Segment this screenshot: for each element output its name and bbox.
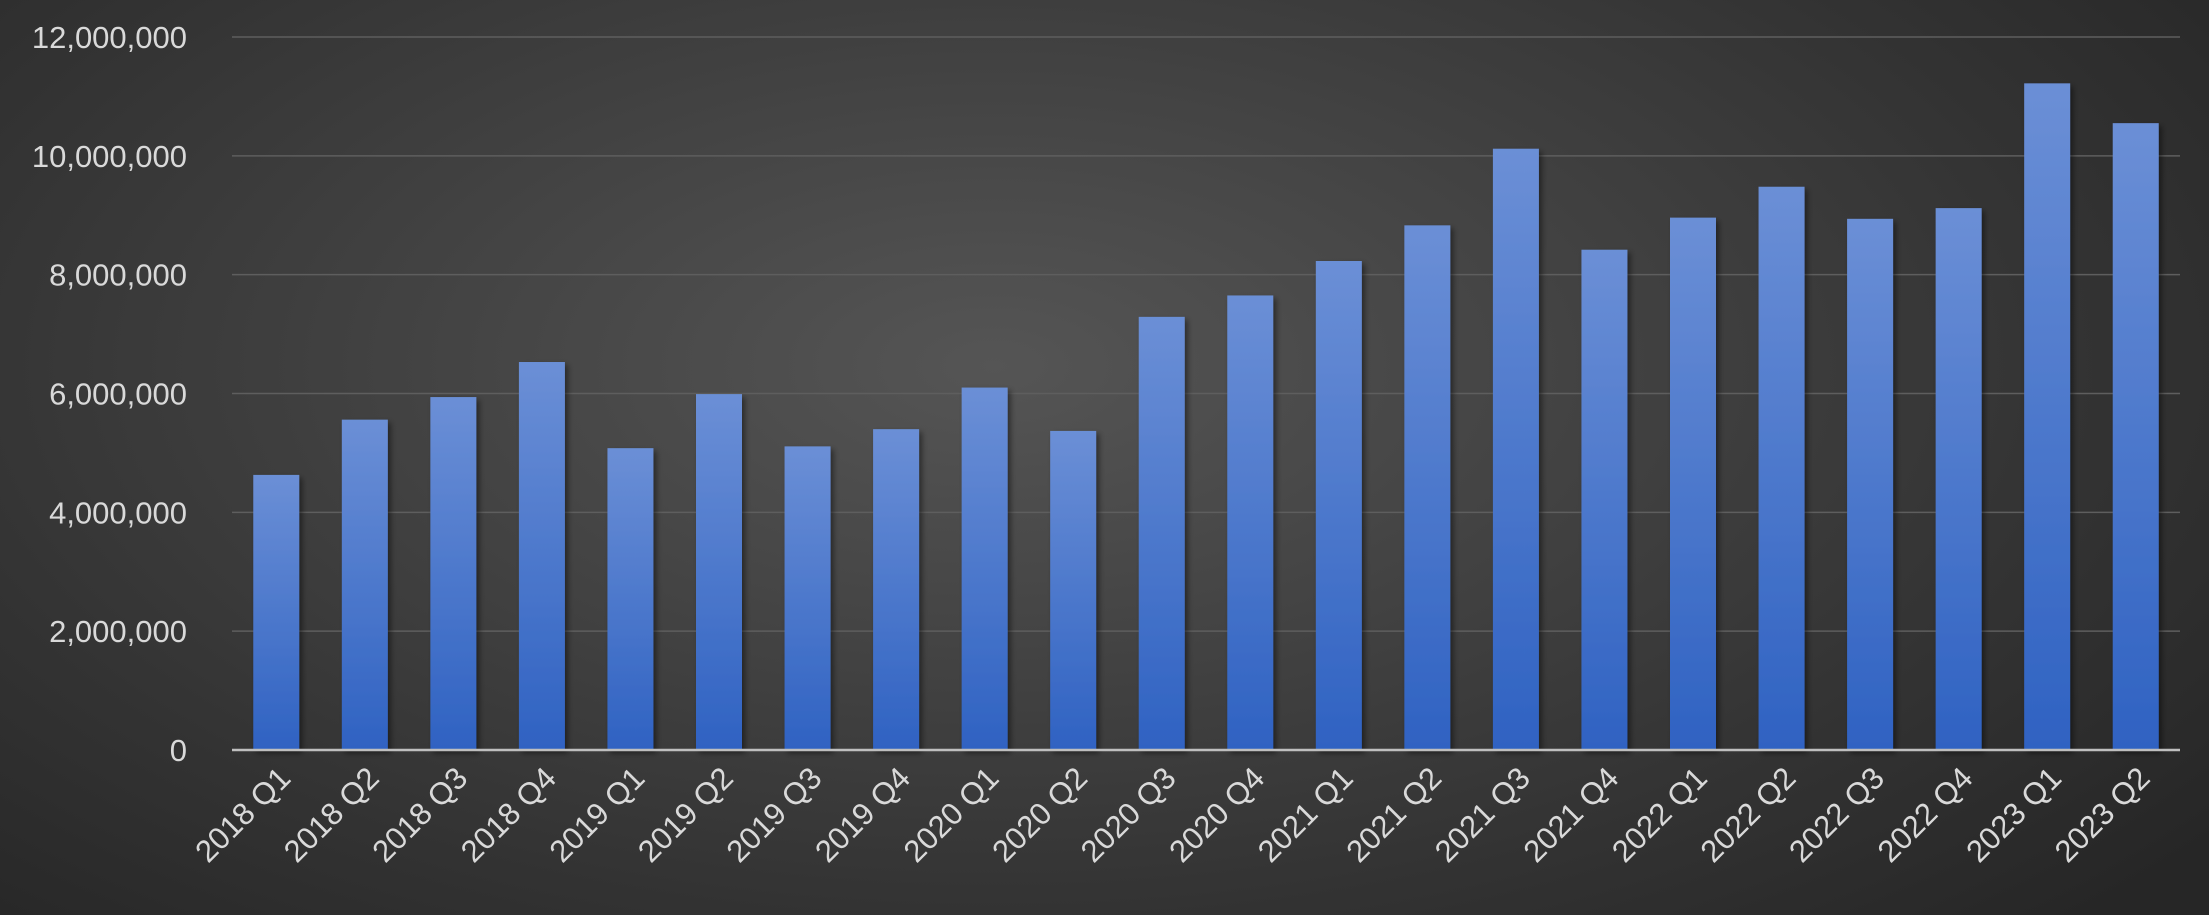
- x-tick-label: 2019 Q3: [720, 760, 829, 869]
- x-tick-label: 2022 Q1: [1605, 760, 1714, 869]
- y-tick-label: 8,000,000: [49, 258, 187, 293]
- x-tick-label: 2019 Q4: [808, 760, 917, 869]
- bar: [1581, 249, 1628, 750]
- bar: [1758, 186, 1805, 751]
- x-tick-label: 2019 Q1: [543, 760, 652, 869]
- x-tick-label: 2020 Q2: [985, 760, 1094, 869]
- bar: [253, 474, 300, 750]
- bar: [1227, 295, 1274, 750]
- bar: [1935, 208, 1982, 750]
- x-tick-label: 2021 Q1: [1251, 760, 1360, 869]
- bar: [2024, 83, 2071, 751]
- bar: [430, 397, 477, 750]
- y-tick-label: 2,000,000: [49, 614, 187, 649]
- x-tick-label: 2018 Q4: [454, 760, 563, 869]
- y-tick-label: 4,000,000: [49, 495, 187, 530]
- bar: [1404, 225, 1451, 750]
- y-tick-label: 12,000,000: [32, 20, 187, 55]
- x-tick-label: 2018 Q1: [188, 760, 297, 869]
- bar: [1847, 218, 1894, 750]
- bar: [2112, 123, 2159, 750]
- bar: [1315, 261, 1362, 750]
- y-axis-tick-labels: 0 2,000,000 4,000,000 6,000,000 8,000,000 10,…: [32, 20, 187, 768]
- y-tick-label: 0: [170, 733, 187, 768]
- bar: [518, 362, 565, 750]
- x-tick-label: 2020 Q4: [1162, 760, 1271, 869]
- bar: [873, 429, 920, 750]
- x-tick-label: 2020 Q1: [897, 760, 1006, 869]
- x-tick-label: 2022 Q3: [1782, 760, 1891, 869]
- bar: [1050, 430, 1097, 750]
- x-tick-label: 2022 Q2: [1694, 760, 1803, 869]
- bar: [341, 419, 388, 750]
- x-tick-label: 2023 Q2: [2048, 760, 2157, 869]
- bar: [784, 446, 831, 750]
- bar: [1670, 217, 1716, 751]
- bar: [1138, 316, 1185, 750]
- x-tick-label: 2023 Q1: [1959, 760, 2068, 869]
- y-tick-label: 6,000,000: [49, 377, 187, 412]
- x-tick-label: 2019 Q2: [631, 760, 740, 869]
- y-tick-label: 10,000,000: [32, 139, 187, 174]
- x-tick-label: 2021 Q4: [1517, 760, 1626, 869]
- x-tick-label: 2018 Q3: [365, 760, 474, 869]
- x-tick-label: 2021 Q3: [1428, 760, 1537, 869]
- bar: [961, 387, 1008, 750]
- x-tick-label: 2022 Q4: [1871, 760, 1980, 869]
- x-tick-label: 2018 Q2: [277, 760, 386, 869]
- bar: [696, 394, 742, 750]
- bar: [1492, 148, 1539, 750]
- x-tick-label: 2020 Q3: [1074, 760, 1183, 869]
- bars: [253, 83, 2159, 751]
- x-tick-label: 2021 Q2: [1339, 760, 1448, 869]
- bar: [607, 448, 654, 750]
